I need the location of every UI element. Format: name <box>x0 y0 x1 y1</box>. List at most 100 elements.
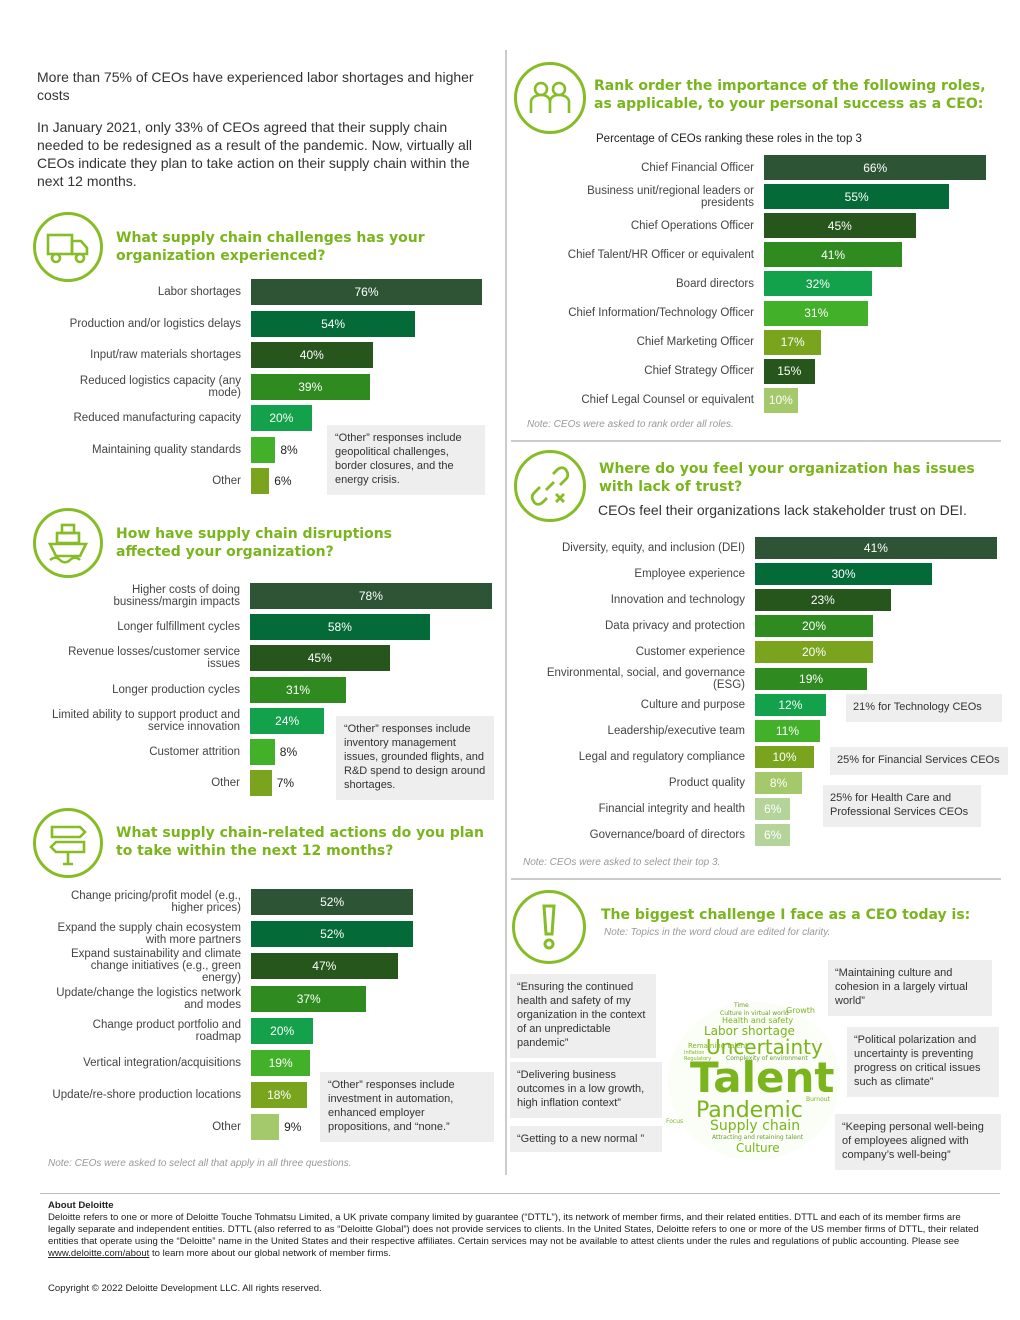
word-cloud-word: Remaining talent <box>688 1042 748 1050</box>
q4-bar-value: 31% <box>804 306 829 320</box>
q4-bar: 41% <box>764 242 903 268</box>
q5-bar-label: Innovation and technology <box>610 594 745 607</box>
q4-bar: 10% <box>764 387 798 413</box>
q2-bar: 31% <box>250 676 347 703</box>
q3-bar-label: Update/change the logistics network and … <box>56 986 241 1011</box>
q4-note: Note: CEOs were asked to rank order all … <box>527 419 734 430</box>
q5-bar-value: 23% <box>810 593 835 608</box>
q5-bar: 20% <box>755 615 873 638</box>
q1-bar-value: 6% <box>274 474 292 488</box>
q2-bar-label: Customer attrition <box>149 746 240 758</box>
q5-bar-value: 30% <box>831 567 856 582</box>
word-cloud-word: Uncertainty <box>706 1035 823 1059</box>
q5-callout-health: 25% for Health Care and Professional Ser… <box>823 785 981 827</box>
q5-callout-finserv: 25% for Financial Services CEOs <box>830 747 1008 775</box>
word-cloud-word: Inflation <box>684 1050 705 1056</box>
q3-bar-label: Other <box>212 1121 241 1134</box>
q5-bar: 12% <box>755 693 826 716</box>
footer-body-text-end: to learn more about our global network o… <box>149 1248 391 1259</box>
word-cloud-backdrop <box>668 1002 840 1160</box>
q1-bar: 54% <box>251 310 416 337</box>
word-cloud-word: Pandemic <box>696 1098 803 1123</box>
q1-bar <box>251 436 276 463</box>
q5-bar-value: 6% <box>764 802 782 816</box>
q2-bar-label: Limited ability to support product and s… <box>52 708 240 733</box>
q3-bar: 18% <box>251 1082 308 1109</box>
q4-bar: 55% <box>764 184 950 210</box>
q4-bar-label: Chief Legal Counsel or equivalent <box>581 394 754 407</box>
q4-title: Rank order the importance of the followi… <box>594 78 986 112</box>
q2-bar: 78% <box>250 583 492 609</box>
q5-bar-label: Governance/board of directors <box>589 829 745 842</box>
q4-bar: 15% <box>764 358 815 384</box>
q5-bar-value: 20% <box>801 619 827 634</box>
q2-title: How have supply chain disruptions affect… <box>116 526 393 560</box>
q4-bar-value: 45% <box>827 218 852 233</box>
q5-bar-label: Leadership/executive team <box>607 724 745 737</box>
footer-body: Deloitte refers to one or more of Deloit… <box>48 1212 988 1260</box>
q1-bar-label: Labor shortages <box>157 286 241 298</box>
q2-bar: 45% <box>250 645 390 672</box>
q5-bar: 8% <box>755 771 803 794</box>
q1-bar: 20% <box>251 405 312 431</box>
q5-bar-value: 19% <box>799 671 824 686</box>
q3-bar-label: Change pricing/profit model (e.g., highe… <box>70 890 241 914</box>
q4-bar-value: 41% <box>821 247 846 262</box>
q4-bar-label: Chief Information/Technology Officer <box>568 307 754 319</box>
q3-note: Note: CEOs were asked to select all that… <box>48 1158 352 1169</box>
footer-divider <box>40 1193 1000 1194</box>
q5-bar: 30% <box>755 563 932 586</box>
deloitte-about-link[interactable]: www.deloitte.com/about <box>48 1248 150 1259</box>
q1-title: What supply chain challenges has your or… <box>116 230 425 264</box>
q3-bar-label: Vertical integration/acquisitions <box>83 1057 241 1069</box>
q5-bar-value: 8% <box>769 775 788 790</box>
q4-bar-value: 66% <box>863 160 888 175</box>
q5-bar-label: Customer experience <box>635 646 745 659</box>
q3-bar-label: Update/re-shore production locations <box>52 1089 241 1102</box>
word-cloud-word: Culture <box>736 1141 780 1155</box>
q4-bar-value: 17% <box>780 335 805 350</box>
word-cloud: Time Growth Culture in virtual world Hea… <box>666 1000 840 1160</box>
q4-subtitle: Percentage of CEOs ranking these roles i… <box>596 133 862 145</box>
q1-bar-value: 54% <box>321 316 346 331</box>
q2-bar-value: 45% <box>307 651 332 666</box>
people-icon <box>514 62 586 134</box>
quote-pandemic: “Ensuring the continued health and safet… <box>510 974 656 1058</box>
q3-bar-value: 18% <box>267 1088 292 1103</box>
word-cloud-word: Time <box>734 1002 749 1009</box>
q5-bar-label: Financial integrity and health <box>598 803 745 815</box>
q2-bar-value: 24% <box>275 713 300 728</box>
q1-bar-value: 39% <box>298 379 323 394</box>
q5-bar: 41% <box>755 537 997 559</box>
q5-bar-value: 11% <box>775 723 800 738</box>
intro-paragraph: In January 2021, only 33% of CEOs agreed… <box>37 119 473 189</box>
q5-bar-value: 12% <box>778 697 803 712</box>
q1-bar-label: Reduced logistics capacity (any mode) <box>79 374 241 399</box>
q3-bar-value: 19% <box>268 1056 293 1070</box>
q5-bar-value: 6% <box>764 828 782 843</box>
q4-bar-label: Chief Operations Officer <box>630 219 754 232</box>
word-cloud-word: Focus <box>666 1118 684 1125</box>
truck-icon <box>33 212 103 282</box>
q3-bar-value: 47% <box>312 959 337 974</box>
word-cloud-word: Complexity of environment <box>726 1055 808 1062</box>
q3-bar-value: 52% <box>320 927 345 942</box>
word-cloud-word: Labor shortage <box>704 1024 795 1038</box>
q6-note: Note: Topics in the word cloud are edite… <box>604 927 831 938</box>
q1-bar: 39% <box>251 373 370 400</box>
q4-bar-label: Chief Strategy Officer <box>644 365 754 378</box>
q4-bar: 32% <box>764 271 872 297</box>
q2-bar-label: Longer production cycles <box>112 683 240 696</box>
q3-bar: 47% <box>251 953 398 980</box>
q2-bar-label: Other <box>211 777 240 790</box>
word-cloud-word: Growth <box>786 1006 815 1015</box>
q1-bar-value: 8% <box>280 442 298 457</box>
broken-link-icon <box>514 450 586 522</box>
q3-bar: 19% <box>251 1050 311 1076</box>
q1-bar <box>251 468 270 494</box>
q5-bar-value: 20% <box>801 645 827 660</box>
quote-polarization: “Political polarization and uncertainty … <box>847 1027 999 1097</box>
quote-growth: “Delivering business outcomes in a low g… <box>510 1062 662 1118</box>
section-divider <box>511 440 1001 442</box>
q3-bar: 52% <box>251 921 414 948</box>
